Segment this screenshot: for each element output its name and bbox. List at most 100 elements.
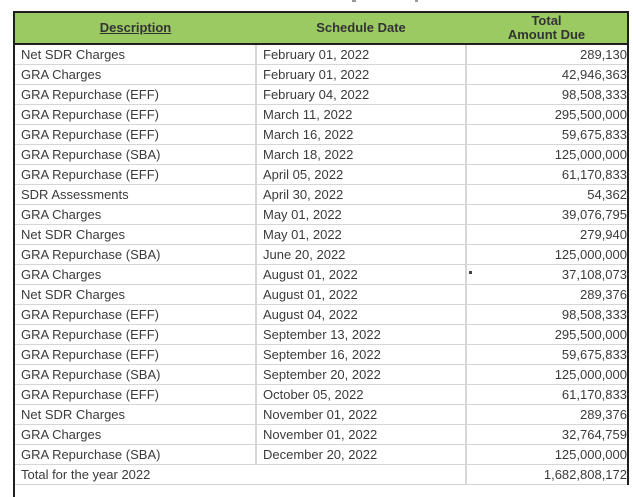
amount-cell: 59,675,833 (465, 344, 628, 365)
amount-cell: 54,362 (465, 184, 628, 205)
amount-cell: 289,376 (465, 284, 628, 305)
table-row: GRA Repurchase (SBA) March 18, 2022 125,… (14, 144, 628, 165)
date-cell: May 01, 2022 (255, 204, 466, 225)
date-cell: December 20, 2022 (255, 444, 466, 465)
description-cell: Net SDR Charges (14, 404, 256, 425)
date-cell: October 05, 2022 (255, 384, 466, 405)
table-row: Net SDR Charges November 01, 2022 289,37… (14, 404, 628, 425)
description-cell: SDR Assessments (14, 184, 256, 205)
table-row: GRA Repurchase (EFF) September 16, 2022 … (14, 344, 628, 365)
description-cell: GRA Repurchase (EFF) (14, 104, 256, 125)
amount-cell: 125,000,000 (465, 144, 628, 165)
date-cell: August 01, 2022 (255, 264, 466, 285)
amount-cell: 279,940 (465, 224, 628, 245)
description-cell: GRA Charges (14, 264, 256, 285)
description-cell: GRA Charges (14, 424, 256, 445)
total-label-cell: Total for the year 2022 (14, 464, 466, 485)
date-cell: April 05, 2022 (255, 164, 466, 185)
table-row: GRA Repurchase (EFF) August 04, 2022 98,… (14, 304, 628, 325)
description-cell: GRA Repurchase (EFF) (14, 164, 256, 185)
date-cell: March 11, 2022 (255, 104, 466, 125)
date-cell: March 16, 2022 (255, 124, 466, 145)
date-cell: August 04, 2022 (255, 304, 466, 325)
table-row: GRA Repurchase (EFF) February 04, 2022 9… (14, 84, 628, 105)
date-cell: May 01, 2022 (255, 224, 466, 245)
amount-cell: 98,508,333 (465, 84, 628, 105)
amount-cell: 37,108,073 (465, 264, 628, 285)
clipped-text-fragment (415, 0, 418, 2)
column-header-total-amount-due: Total Amount Due (466, 12, 628, 45)
table-row: GRA Charges May 01, 2022 39,076,795 (14, 204, 628, 225)
table-header-row: Description Schedule Date Total Amount D… (14, 12, 628, 45)
amount-cell: 295,500,000 (465, 104, 628, 125)
date-cell: November 01, 2022 (255, 424, 466, 445)
column-header-schedule-date: Schedule Date (256, 12, 466, 45)
description-cell: Net SDR Charges (14, 44, 256, 65)
description-cell: GRA Repurchase (EFF) (14, 344, 256, 365)
table-row: GRA Repurchase (SBA) December 20, 2022 1… (14, 444, 628, 465)
frame-left-border-continuation (13, 485, 15, 497)
description-cell: GRA Repurchase (EFF) (14, 124, 256, 145)
amount-cell: 125,000,000 (465, 364, 628, 385)
description-cell: GRA Repurchase (SBA) (14, 144, 256, 165)
amount-cell: 61,170,833 (465, 384, 628, 405)
table-row: GRA Repurchase (EFF) March 16, 2022 59,6… (14, 124, 628, 145)
total-amount-cell: 1,682,808,172 (465, 464, 628, 485)
table-row: GRA Repurchase (EFF) September 13, 2022 … (14, 324, 628, 345)
payments-schedule-table: Description Schedule Date Total Amount D… (13, 11, 629, 485)
amount-cell: 98,508,333 (465, 304, 628, 325)
date-cell: September 16, 2022 (255, 344, 466, 365)
table-row: GRA Charges August 01, 2022 37,108,073 (14, 264, 628, 285)
table-row: Net SDR Charges February 01, 2022 289,13… (14, 44, 628, 65)
description-cell: GRA Repurchase (SBA) (14, 244, 256, 265)
description-cell: GRA Repurchase (EFF) (14, 304, 256, 325)
amount-cell: 125,000,000 (465, 444, 628, 465)
date-cell: February 01, 2022 (255, 44, 466, 65)
amount-cell: 39,076,795 (465, 204, 628, 225)
date-cell: February 04, 2022 (255, 84, 466, 105)
table-row: GRA Repurchase (SBA) June 20, 2022 125,0… (14, 244, 628, 265)
date-cell: April 30, 2022 (255, 184, 466, 205)
amount-cell: 289,130 (465, 44, 628, 65)
amount-cell: 32,764,759 (465, 424, 628, 445)
description-cell: GRA Repurchase (EFF) (14, 84, 256, 105)
description-cell: GRA Charges (14, 204, 256, 225)
total-row: Total for the year 2022 1,682,808,172 (14, 464, 628, 485)
table-row: GRA Repurchase (EFF) October 05, 2022 61… (14, 384, 628, 405)
amount-cell: 59,675,833 (465, 124, 628, 145)
table-row: GRA Repurchase (SBA) September 20, 2022 … (14, 364, 628, 385)
table-row: Net SDR Charges May 01, 2022 279,940 (14, 224, 628, 245)
description-sort-link[interactable]: Description (99, 20, 172, 35)
payments-table-frame: Description Schedule Date Total Amount D… (13, 11, 629, 485)
table-row: Net SDR Charges August 01, 2022 289,376 (14, 284, 628, 305)
stray-dot-artifact (469, 271, 472, 274)
description-cell: Net SDR Charges (14, 284, 256, 305)
table-row: GRA Charges February 01, 2022 42,946,363 (14, 64, 628, 85)
amount-cell: 61,170,833 (465, 164, 628, 185)
description-cell: GRA Repurchase (SBA) (14, 364, 256, 385)
date-cell: June 20, 2022 (255, 244, 466, 265)
description-cell: Net SDR Charges (14, 224, 256, 245)
date-cell: November 01, 2022 (255, 404, 466, 425)
date-cell: September 13, 2022 (255, 324, 466, 345)
table-body: Net SDR Charges February 01, 2022 289,13… (14, 44, 628, 465)
amount-cell: 42,946,363 (465, 64, 628, 85)
date-cell: February 01, 2022 (255, 64, 466, 85)
description-cell: GRA Repurchase (SBA) (14, 444, 256, 465)
date-cell: September 20, 2022 (255, 364, 466, 385)
amount-cell: 289,376 (465, 404, 628, 425)
table-row: GRA Charges November 01, 2022 32,764,759 (14, 424, 628, 445)
amount-cell: 295,500,000 (465, 324, 628, 345)
date-cell: March 18, 2022 (255, 144, 466, 165)
description-cell: GRA Repurchase (EFF) (14, 324, 256, 345)
total-header-line1: Total (531, 13, 562, 28)
amount-cell: 125,000,000 (465, 244, 628, 265)
table-row: SDR Assessments April 30, 2022 54,362 (14, 184, 628, 205)
table-row: GRA Repurchase (EFF) March 11, 2022 295,… (14, 104, 628, 125)
clipped-text-fragment (352, 0, 356, 2)
description-cell: GRA Charges (14, 64, 256, 85)
total-header-line2: Amount Due (507, 27, 586, 42)
description-cell: GRA Repurchase (EFF) (14, 384, 256, 405)
date-cell: August 01, 2022 (255, 284, 466, 305)
column-header-description[interactable]: Description (14, 12, 256, 45)
